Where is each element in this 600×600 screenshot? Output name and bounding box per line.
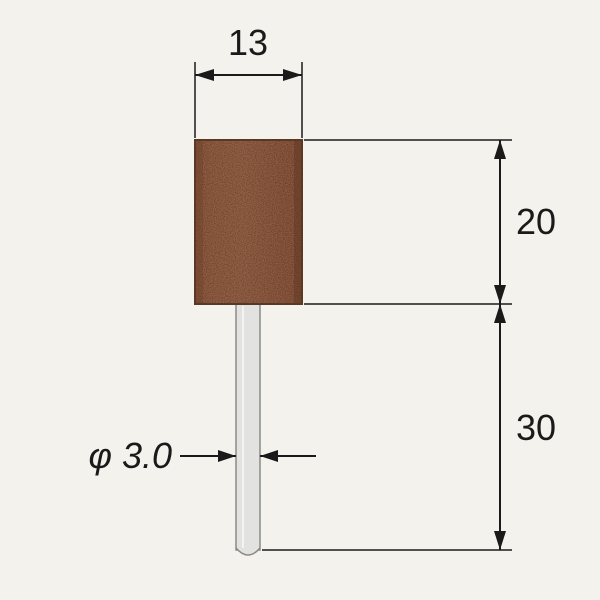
dimension-width: 13: [195, 22, 302, 138]
shaft: [236, 300, 260, 555]
shaft-diameter-label: φ 3.0: [88, 435, 172, 476]
grinding-head: [195, 140, 302, 304]
head-height-label: 20: [516, 201, 556, 242]
dimension-shaft-diameter: φ 3.0: [88, 435, 316, 476]
shaft-length-label: 30: [516, 407, 556, 448]
width-label: 13: [228, 22, 268, 63]
dimension-heights: 20 30: [262, 140, 556, 550]
